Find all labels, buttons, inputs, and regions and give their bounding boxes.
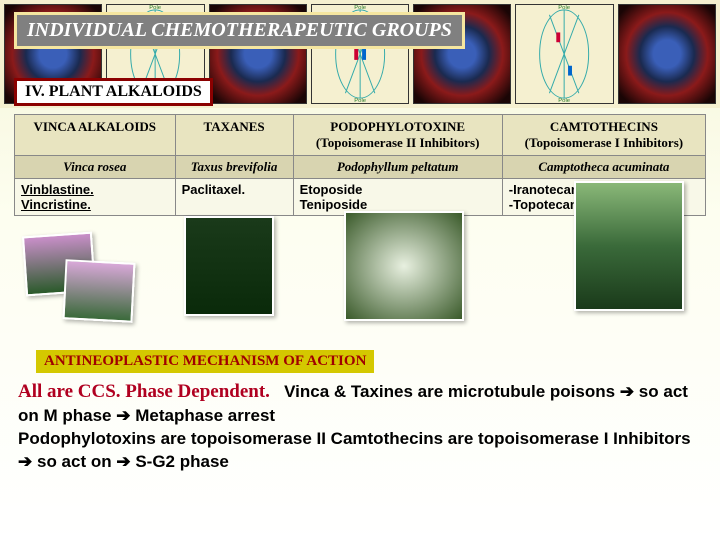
plant-taxus xyxy=(184,216,274,316)
species-vinca: Vinca rosea xyxy=(15,156,176,179)
species-row: Vinca rosea Taxus brevifolia Podophyllum… xyxy=(15,156,706,179)
species-campto: Camptotheca acuminata xyxy=(502,156,705,179)
species-podo: Podophyllum peltatum xyxy=(293,156,502,179)
svg-text:Pole: Pole xyxy=(150,5,162,11)
mechanism-banner: ANTINEOPLASTIC MECHANISM OF ACTION xyxy=(36,350,374,373)
svg-text:Pole: Pole xyxy=(559,5,571,11)
plant-vinca-2 xyxy=(62,259,135,323)
drugs-vinca: Vinblastine.Vincristine. xyxy=(15,179,176,216)
drugs-podo: EtoposideTeniposide xyxy=(293,179,502,216)
svg-text:Pole: Pole xyxy=(354,5,366,11)
col-vinca: VINCA ALKALOIDS xyxy=(15,115,176,156)
col-taxanes: TAXANES xyxy=(175,115,293,156)
col-podo: PODOPHYLOTOXINE(Topoisomerase II Inhibit… xyxy=(293,115,502,156)
mechanism-text: All are CCS. Phase Dependent. Vinca & Ta… xyxy=(18,379,702,473)
spindle-diagram-3: Pole Pole xyxy=(515,4,613,104)
plant-image-row xyxy=(14,216,706,346)
title-banner: INDIVIDUAL CHEMOTHERAPEUTIC GROUPS xyxy=(14,12,465,49)
drugs-taxanes: Paclitaxel. xyxy=(175,179,293,216)
species-taxus: Taxus brevifolia xyxy=(175,156,293,179)
subtitle-banner: IV. PLANT ALKALOIDS xyxy=(14,78,213,106)
svg-text:Pole: Pole xyxy=(354,98,366,103)
cell-microscopy-4 xyxy=(618,4,716,104)
phase-emphasis: All are CCS. Phase Dependent. xyxy=(18,381,270,402)
col-camto: CAMTOTHECINS(Topoisomerase I Inhibitors) xyxy=(502,115,705,156)
svg-text:Pole: Pole xyxy=(559,98,571,103)
plant-podophyllum xyxy=(344,211,464,321)
plant-camptotheca xyxy=(574,181,684,311)
table-header-row: VINCA ALKALOIDS TAXANES PODOPHYLOTOXINE(… xyxy=(15,115,706,156)
